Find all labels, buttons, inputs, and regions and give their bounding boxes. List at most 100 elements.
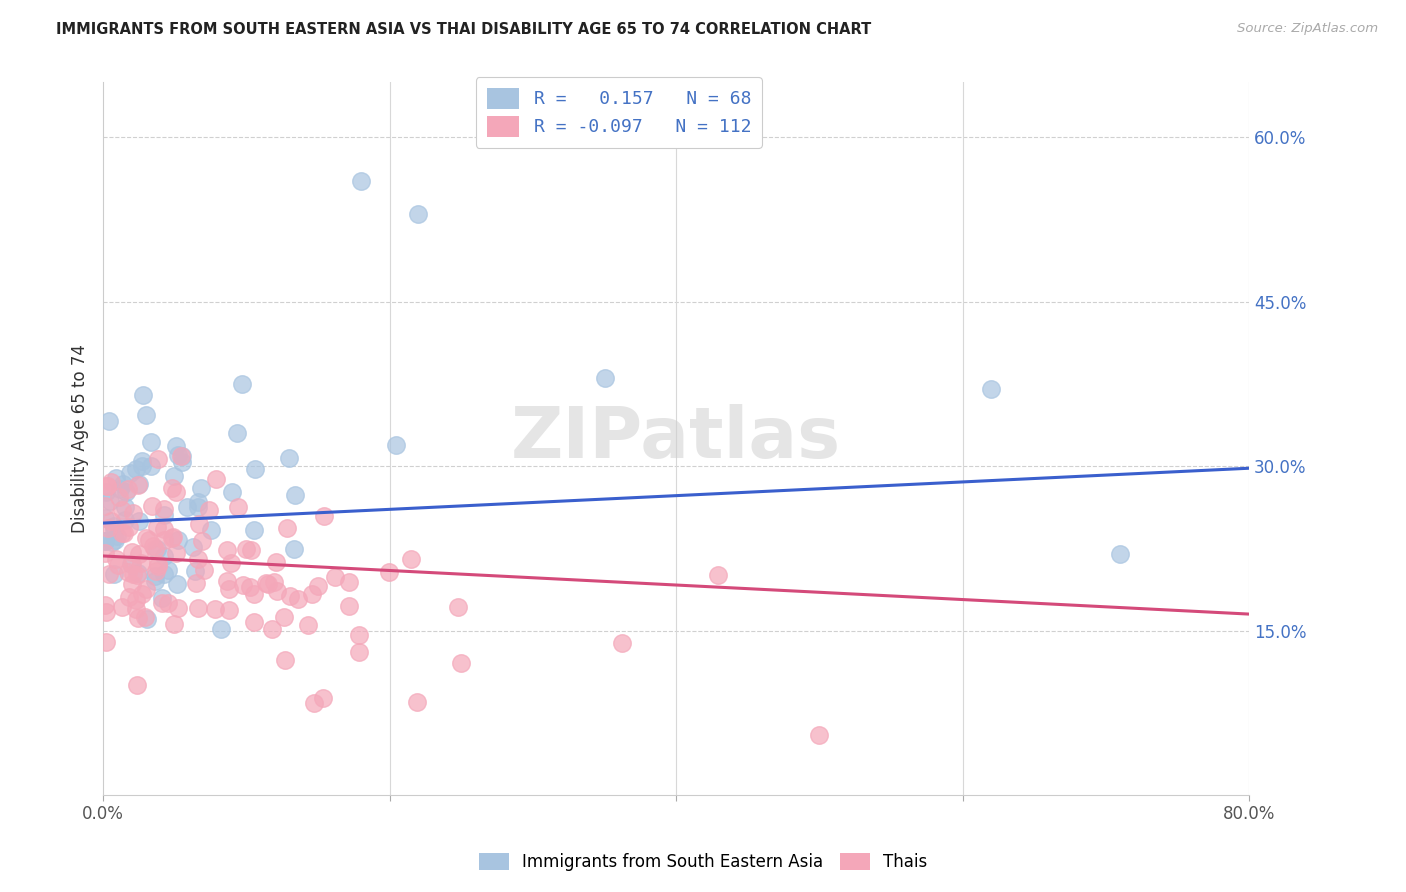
Point [127,566,149,581]
Point [125,678,148,692]
Point [245,462,267,476]
Point [980,382,1002,396]
Point [94,605,117,619]
Point [121,545,143,559]
Point [347,645,370,659]
Point [93,533,115,548]
Point [120,557,142,571]
Point [135,612,157,626]
Point [302,697,325,711]
Text: ZIPatlas: ZIPatlas [512,404,841,473]
Point [188,516,211,531]
Point [103,566,125,581]
Point [184,575,207,590]
Point [276,521,298,535]
Point [110,600,132,615]
Point [110,482,132,496]
Point [96,478,118,492]
Point [215,542,238,557]
Point [156,563,179,577]
Point [232,578,254,592]
Point [143,541,166,556]
Point [170,449,193,463]
Point [170,449,193,463]
Point [191,533,214,548]
Point [150,596,173,610]
Point [97,521,120,535]
Point [221,485,243,500]
Point [266,555,288,569]
Point [240,543,263,558]
Point [808,728,831,742]
Point [135,582,157,596]
Point [143,569,166,583]
Point [153,522,176,536]
Point [112,476,135,491]
Point [337,599,360,613]
Point [278,589,301,603]
Point [162,481,184,495]
Point [111,526,134,541]
Point [93,546,115,560]
Point [96,484,118,499]
Point [134,610,156,624]
Point [447,600,470,615]
Legend: Immigrants from South Eastern Asia, Thais: Immigrants from South Eastern Asia, Thai… [471,845,935,880]
Point [307,578,329,592]
Point [160,531,183,545]
Point [187,500,209,515]
Point [323,569,346,583]
Point [135,408,157,422]
Point [127,478,149,492]
Point [125,593,148,607]
Point [141,435,163,450]
Point [256,577,278,591]
Point [125,601,148,615]
Point [378,565,401,579]
Point [399,552,422,566]
Point [125,568,148,582]
Point [163,617,186,632]
Point [166,576,188,591]
Point [301,587,323,601]
Point [385,438,408,452]
Point [162,530,184,544]
Point [204,472,226,486]
Point [94,635,117,649]
Point [181,540,204,554]
Point [209,622,232,636]
Point [100,514,122,528]
Point [266,584,288,599]
Point [166,448,188,462]
Point [146,558,169,573]
Point [163,469,186,483]
Point [96,478,118,492]
Y-axis label: Disability Age 65 to 74: Disability Age 65 to 74 [72,344,89,533]
Point [118,519,141,533]
Point [200,523,222,537]
Point [128,514,150,528]
Point [142,539,165,553]
Point [283,541,305,556]
Point [153,508,176,522]
Point [93,598,115,612]
Point [165,484,187,499]
Point [103,523,125,537]
Point [157,596,180,610]
Point [217,574,239,589]
Point [101,535,124,549]
Point [187,494,209,508]
Point [148,557,170,571]
Point [143,574,166,588]
Point [129,556,152,570]
Point [187,552,209,566]
Point [146,452,169,467]
Point [114,485,136,500]
Point [146,541,169,556]
Point [128,477,150,491]
Point [218,603,240,617]
Point [193,564,215,578]
Point [273,609,295,624]
Point [204,602,226,616]
Point [121,506,143,520]
